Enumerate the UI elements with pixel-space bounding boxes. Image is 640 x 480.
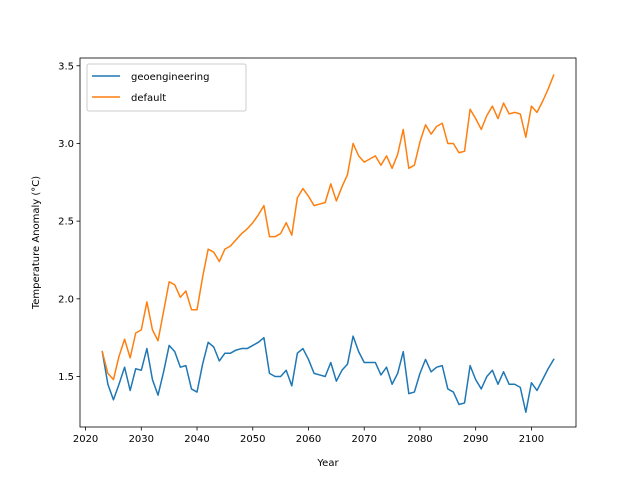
x-tick-label: 2020	[73, 434, 98, 445]
y-tick-label: 2.0	[58, 294, 74, 305]
series-line-default	[101, 74, 555, 381]
x-tick-label: 2070	[351, 434, 376, 445]
legend-box	[86, 63, 247, 112]
x-tick-label: 2040	[184, 434, 209, 445]
legend-label-geoengineering: geoengineering	[131, 72, 209, 83]
x-tick-label: 2030	[129, 434, 154, 445]
y-tick-label: 3.5	[58, 61, 74, 72]
series-layer	[101, 74, 555, 413]
y-tick-label: 3.0	[58, 139, 74, 150]
plot-frame	[79, 57, 577, 428]
legend: geoengineering default	[86, 63, 247, 112]
x-tick-label: 2080	[407, 434, 432, 445]
x-tick-label: 2100	[519, 434, 544, 445]
x-axis-label: Year	[316, 458, 339, 469]
y-tick-label: 1.5	[58, 372, 74, 383]
y-tick-label: 2.5	[58, 217, 74, 228]
y-axis: 1.5 2.0 2.5 3.0 3.5	[58, 61, 80, 383]
x-tick-label: 2050	[240, 434, 265, 445]
plot-background	[80, 58, 576, 427]
series-line-geoengineering	[101, 335, 555, 413]
x-tick-label: 2090	[463, 434, 488, 445]
x-tick-label: 2060	[296, 434, 321, 445]
y-axis-label: Temperature Anomaly (°C)	[31, 176, 42, 310]
x-axis: 2020 2030 2040 2050 2060 2070 2080 2090 2100	[73, 427, 544, 445]
legend-label-default: default	[131, 93, 166, 104]
